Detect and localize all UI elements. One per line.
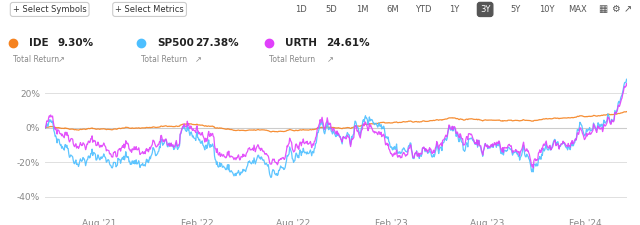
Text: 24.61%: 24.61% [326, 38, 370, 48]
Text: 6M: 6M [387, 5, 399, 14]
Text: ↗: ↗ [58, 55, 65, 64]
Text: 3Y: 3Y [480, 5, 490, 14]
Text: URTH: URTH [285, 38, 317, 48]
Text: Total Return: Total Return [269, 55, 315, 64]
Text: ▦: ▦ [598, 4, 607, 14]
Text: + Select Metrics: + Select Metrics [115, 5, 184, 14]
Text: IDE: IDE [29, 38, 49, 48]
Text: ↗: ↗ [326, 55, 333, 64]
Text: MAX: MAX [568, 5, 587, 14]
Text: YTD: YTD [415, 5, 432, 14]
Text: 5D: 5D [326, 5, 337, 14]
Text: 27.38%: 27.38% [195, 38, 239, 48]
Text: 10Y: 10Y [539, 5, 554, 14]
Text: Total Return: Total Return [13, 55, 59, 64]
Text: SP500: SP500 [157, 38, 194, 48]
Text: ⚙: ⚙ [611, 4, 620, 14]
Text: ↗: ↗ [624, 4, 632, 14]
Text: 9.30%: 9.30% [58, 38, 93, 48]
Text: ↗: ↗ [195, 55, 202, 64]
Text: Total Return: Total Return [141, 55, 187, 64]
Text: 1Y: 1Y [449, 5, 460, 14]
Text: 1M: 1M [356, 5, 369, 14]
Text: + Select Symbols: + Select Symbols [13, 5, 86, 14]
Text: 1D: 1D [295, 5, 307, 14]
Text: 5Y: 5Y [511, 5, 521, 14]
